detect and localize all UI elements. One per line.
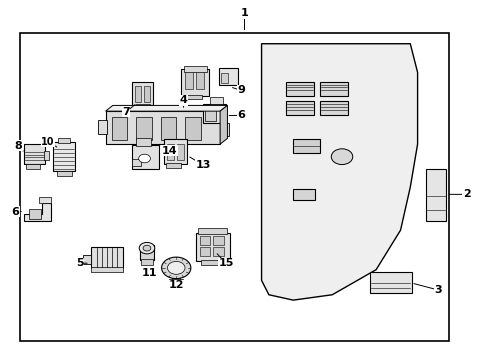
Bar — [82, 255, 91, 264]
Bar — [98, 121, 107, 134]
Bar — [185, 71, 192, 89]
Bar — [136, 138, 151, 145]
Text: 8: 8 — [14, 141, 22, 151]
Text: 10: 10 — [41, 137, 55, 147]
Text: 2: 2 — [462, 189, 470, 199]
Bar — [29, 210, 41, 220]
Bar — [196, 71, 203, 89]
Bar — [57, 171, 72, 176]
Bar — [320, 101, 347, 115]
Bar — [132, 82, 153, 105]
Bar — [285, 101, 314, 115]
Circle shape — [139, 242, 155, 254]
Bar — [195, 233, 229, 261]
Bar — [26, 163, 40, 169]
Bar — [181, 69, 209, 96]
Circle shape — [143, 245, 151, 251]
Text: 1: 1 — [240, 8, 248, 18]
Text: 5: 5 — [76, 258, 83, 268]
Bar — [203, 104, 226, 123]
Text: 14: 14 — [161, 145, 177, 156]
Bar — [213, 236, 224, 245]
Bar — [39, 197, 51, 203]
Bar — [183, 66, 206, 72]
Bar — [219, 68, 237, 85]
Bar — [112, 117, 127, 140]
Bar — [169, 279, 183, 286]
Text: 15: 15 — [218, 258, 233, 268]
Bar — [205, 111, 216, 121]
Bar — [163, 139, 187, 164]
Polygon shape — [105, 105, 227, 111]
Text: 6: 6 — [237, 111, 245, 121]
Text: 11: 11 — [142, 267, 157, 278]
Polygon shape — [24, 203, 51, 221]
Circle shape — [139, 154, 150, 163]
Bar — [135, 86, 141, 102]
Bar — [91, 267, 122, 272]
Bar — [136, 117, 152, 140]
Bar — [213, 247, 224, 256]
Bar — [210, 97, 222, 104]
Bar — [177, 144, 183, 160]
Bar — [91, 247, 122, 268]
Bar — [172, 270, 180, 280]
Bar — [221, 73, 227, 83]
Bar — [141, 259, 153, 265]
Bar — [20, 33, 448, 341]
Bar — [293, 189, 315, 200]
Bar — [199, 247, 210, 256]
Polygon shape — [261, 44, 417, 300]
Circle shape — [167, 261, 184, 274]
Text: 9: 9 — [237, 85, 244, 95]
Bar — [144, 86, 150, 102]
Text: 6: 6 — [11, 207, 19, 217]
Bar — [58, 138, 70, 143]
Bar — [199, 236, 210, 245]
Text: 7: 7 — [122, 107, 130, 117]
Circle shape — [161, 257, 190, 279]
Circle shape — [330, 149, 352, 165]
Bar — [140, 244, 154, 260]
Bar — [285, 82, 314, 96]
Bar — [132, 159, 141, 166]
Polygon shape — [220, 105, 227, 144]
Bar — [167, 144, 173, 160]
Bar — [220, 123, 228, 136]
Text: 3: 3 — [434, 285, 442, 295]
Bar — [200, 260, 219, 265]
Bar — [132, 145, 159, 169]
Bar — [426, 169, 445, 221]
Bar — [369, 272, 411, 293]
Bar — [320, 82, 347, 96]
Bar — [105, 111, 220, 144]
Bar — [186, 95, 201, 99]
Bar — [136, 104, 150, 109]
Bar — [293, 139, 320, 153]
Bar — [160, 117, 176, 140]
Text: 13: 13 — [195, 160, 210, 170]
Text: 4: 4 — [179, 95, 187, 105]
Bar — [184, 117, 200, 140]
Bar — [53, 142, 75, 171]
Text: 12: 12 — [168, 280, 183, 290]
Bar — [43, 151, 49, 160]
Bar — [198, 228, 227, 234]
Bar — [24, 144, 44, 164]
Bar — [166, 163, 181, 168]
